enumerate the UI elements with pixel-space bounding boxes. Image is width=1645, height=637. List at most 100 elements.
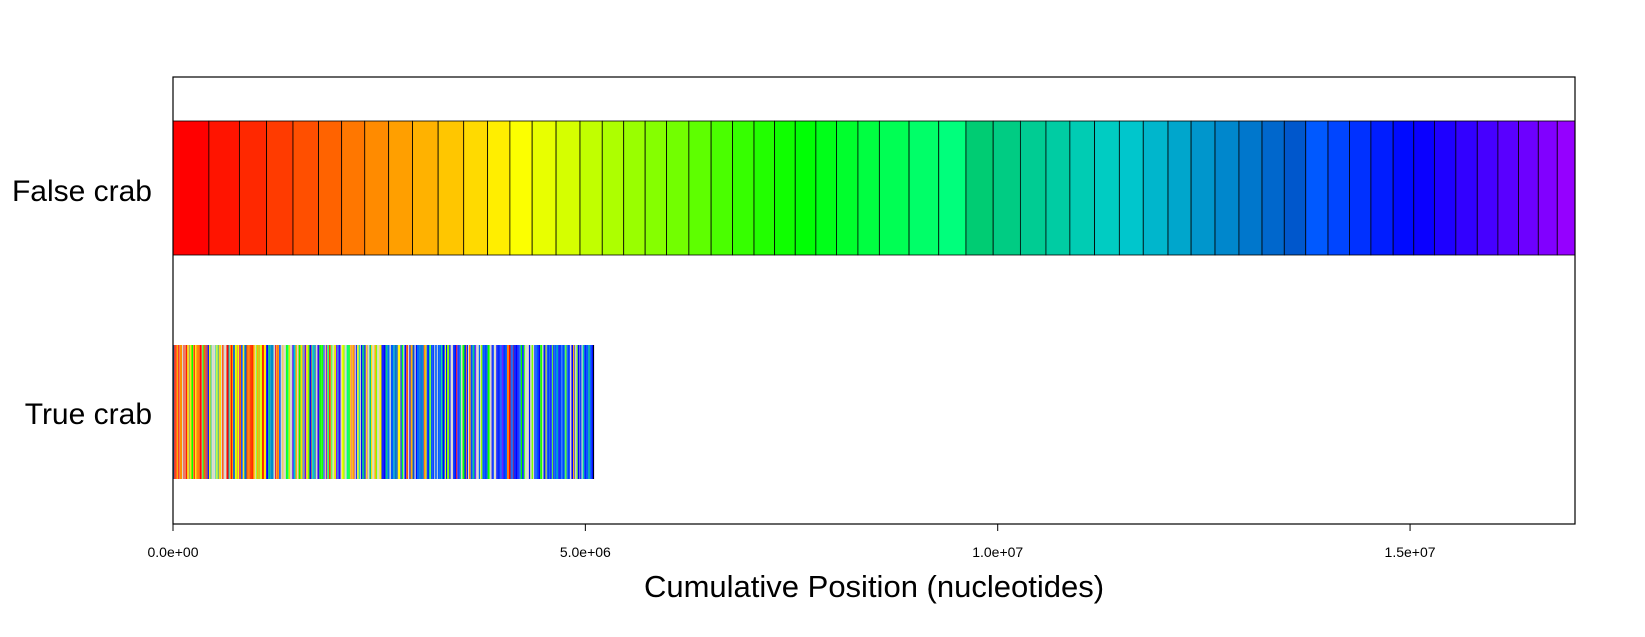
- true-crab-segment: [332, 345, 334, 479]
- true-crab-segment: [554, 345, 557, 479]
- false-crab-segment: [1433, 120, 1457, 256]
- true-crab-segment: [494, 345, 497, 479]
- true-crab-segment: [480, 345, 481, 479]
- true-crab-segment: [410, 345, 413, 479]
- true-crab-segment: [260, 345, 262, 479]
- false-crab-segment: [412, 120, 439, 256]
- false-crab-segment: [857, 120, 880, 256]
- true-crab-segment: [261, 345, 264, 479]
- true-crab-segment: [369, 345, 372, 479]
- true-crab-segment: [534, 345, 536, 479]
- true-crab-segment: [480, 345, 483, 479]
- x-axis: 0.0e+00 5.0e+06 1.0e+07 1.5e+07: [148, 524, 1436, 560]
- false-crab-segment: [938, 120, 967, 256]
- true-crab-segment: [396, 345, 398, 479]
- false-crab-bar: [172, 120, 1576, 256]
- true-crab-segment: [185, 345, 188, 479]
- true-crab-segment: [553, 345, 555, 479]
- true-crab-segment: [379, 345, 382, 479]
- true-crab-segment: [401, 345, 404, 479]
- true-crab-segment: [423, 345, 424, 479]
- true-crab-segment: [216, 345, 218, 479]
- true-crab-segment: [489, 345, 492, 479]
- true-crab-segment: [321, 345, 324, 479]
- true-crab-segment: [565, 345, 567, 479]
- true-crab-segment: [249, 345, 252, 479]
- true-crab-segment: [473, 345, 475, 479]
- true-crab-segment: [390, 345, 394, 479]
- false-crab-segment: [1370, 120, 1394, 256]
- false-crab-segment: [555, 120, 581, 256]
- false-crab-segment: [878, 120, 910, 256]
- true-crab-segment: [229, 345, 231, 479]
- false-crab-segment: [666, 120, 690, 256]
- true-crab-segment: [352, 345, 355, 479]
- false-crab-segment: [1413, 120, 1435, 256]
- true-crab-segment: [579, 345, 581, 479]
- false-crab-segment: [1261, 120, 1285, 256]
- true-crab-segment: [350, 345, 352, 479]
- false-crab-segment: [1349, 120, 1372, 256]
- true-crab-segment: [331, 345, 333, 479]
- true-crab-segment: [513, 345, 516, 479]
- false-crab-segment: [579, 120, 603, 256]
- false-crab-segment: [1167, 120, 1192, 256]
- false-crab-segment: [509, 120, 533, 256]
- true-crab-segment: [193, 345, 196, 479]
- true-crab-segment: [226, 345, 229, 479]
- true-crab-segment: [439, 345, 442, 479]
- true-crab-segment: [383, 345, 386, 479]
- true-crab-segment: [286, 345, 289, 479]
- false-crab-segment: [292, 120, 319, 256]
- true-crab-segment: [559, 345, 562, 479]
- true-crab-segment: [453, 345, 454, 479]
- true-crab-segment: [324, 345, 326, 479]
- true-crab-segment: [251, 345, 253, 479]
- true-crab-segment: [496, 345, 498, 479]
- true-crab-segment: [377, 345, 380, 479]
- true-crab-segment: [577, 345, 580, 479]
- false-crab-segment: [688, 120, 712, 256]
- true-crab-segment: [476, 345, 478, 479]
- true-crab-segment: [571, 345, 574, 479]
- true-crab-segment: [447, 345, 450, 479]
- true-crab-segment: [282, 345, 284, 479]
- false-crab-segment: [1214, 120, 1240, 256]
- false-crab-segment: [1118, 120, 1144, 256]
- true-crab-segment: [237, 345, 240, 479]
- true-crab-segment: [431, 345, 433, 479]
- true-crab-segment: [425, 345, 427, 479]
- true-crab-segment: [296, 345, 299, 479]
- false-crab-segment: [1190, 120, 1216, 256]
- true-crab-segment: [556, 345, 559, 479]
- true-crab-segment: [461, 345, 463, 479]
- true-crab-segment: [393, 345, 395, 479]
- true-crab-segment: [465, 345, 467, 479]
- true-crab-segment: [214, 345, 216, 479]
- true-crab-segment: [567, 345, 570, 479]
- true-crab-segment: [176, 345, 178, 479]
- row-label-false-crab: False crab: [12, 175, 152, 208]
- true-crab-segment: [280, 345, 283, 479]
- true-crab-segment: [215, 345, 217, 479]
- true-crab-segment: [508, 345, 511, 479]
- true-crab-segment: [525, 345, 528, 479]
- x-tick-label: 5.0e+06: [560, 544, 611, 560]
- true-crab-segment: [321, 345, 322, 479]
- true-crab-segment: [569, 345, 572, 479]
- true-crab-segment: [205, 345, 207, 479]
- true-crab-segment: [437, 345, 440, 479]
- true-crab-segment: [458, 345, 460, 479]
- true-crab-segment: [491, 345, 493, 479]
- true-crab-segment: [180, 345, 183, 479]
- true-crab-segment: [182, 345, 184, 479]
- true-crab-segment: [344, 345, 347, 479]
- true-crab-segment: [357, 345, 359, 479]
- true-crab-segment: [538, 345, 541, 479]
- true-crab-segment: [540, 345, 543, 479]
- true-crab-segment: [503, 345, 506, 479]
- true-crab-segment: [580, 345, 582, 479]
- true-crab-segment: [303, 345, 305, 479]
- true-crab-segment: [189, 345, 191, 479]
- true-crab-segment: [290, 345, 293, 479]
